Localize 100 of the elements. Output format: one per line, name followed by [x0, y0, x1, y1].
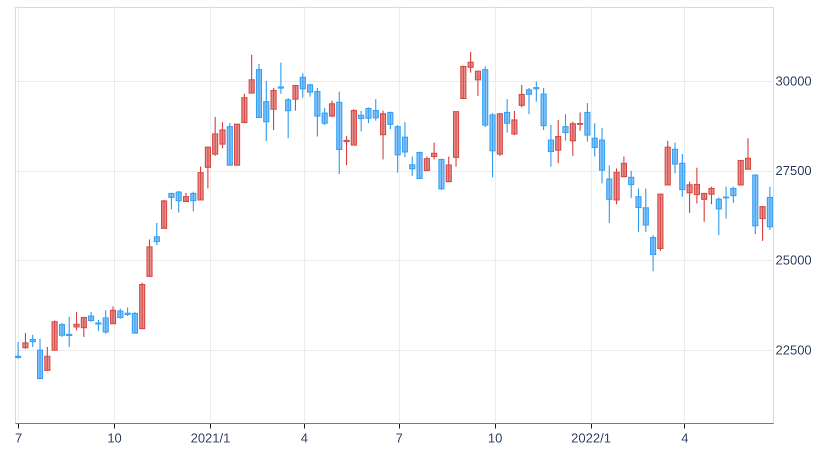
candlestick [431, 142, 438, 160]
candlestick [241, 93, 248, 124]
candlestick [306, 83, 314, 98]
candlestick [686, 181, 693, 214]
candlestick [365, 106, 372, 124]
candlestick [66, 316, 72, 348]
candlestick [474, 70, 482, 97]
candlestick [343, 136, 350, 166]
candlestick [598, 128, 606, 184]
candlestick [635, 188, 642, 233]
x-tick-label: 10 [107, 430, 122, 446]
candlestick [212, 116, 218, 156]
candlestick [270, 87, 277, 131]
candlestick [380, 110, 386, 160]
candlestick [300, 72, 306, 98]
candlestick [738, 160, 744, 186]
candlestick [708, 186, 715, 205]
candlestick [358, 110, 364, 132]
candlestick [518, 84, 525, 108]
candlestick [452, 110, 460, 168]
y-tick-label: 27500 [776, 163, 812, 178]
candlestick [489, 112, 496, 178]
candlestick [350, 108, 357, 146]
candlestick [694, 167, 700, 204]
candlestick [752, 174, 758, 235]
candlestick [176, 190, 182, 214]
candlestick [526, 87, 532, 115]
candlestick [533, 80, 540, 102]
y-tick-label: 22500 [776, 342, 812, 358]
candlestick [438, 158, 445, 190]
candlestick [460, 65, 466, 100]
candlestick [468, 52, 474, 74]
candlestick [285, 97, 292, 139]
candlestick [482, 66, 488, 128]
candlestick [15, 341, 22, 360]
candlestick [161, 199, 168, 229]
candlestick [701, 192, 708, 222]
candlestick [664, 140, 671, 186]
candlestick [322, 108, 328, 126]
candlestick [292, 84, 299, 112]
candlestick [730, 186, 736, 204]
candlestick [204, 146, 211, 190]
candlestick [168, 192, 174, 210]
y-tick-label: 25000 [776, 252, 812, 268]
candlestick [628, 170, 634, 198]
candlestick [759, 206, 766, 242]
candlestick [139, 282, 146, 330]
candlestick [496, 112, 503, 156]
candlestick [278, 62, 284, 94]
candlestick [336, 91, 342, 175]
x-tick-label: 10 [488, 430, 502, 446]
candlestick [102, 310, 109, 334]
candlestick [110, 306, 116, 325]
candlestick [584, 102, 591, 142]
x-tick-label: 4 [300, 430, 308, 446]
candlestick [562, 114, 569, 142]
candlestick [744, 138, 752, 170]
candlestick [402, 122, 408, 158]
candlestick [58, 322, 66, 338]
candlestick [570, 121, 576, 156]
candlestick [263, 80, 270, 142]
candlestick [540, 87, 547, 131]
candlestick [88, 311, 94, 322]
candlestick [372, 98, 379, 122]
candlestick [52, 320, 58, 352]
candlestick [328, 100, 336, 118]
candlestick [555, 119, 562, 164]
candlestick [394, 124, 401, 174]
candlestick [197, 166, 204, 201]
candlestick [577, 112, 584, 132]
x-tick-label: 7 [15, 430, 22, 446]
candlestick [424, 156, 430, 172]
candlestick [679, 153, 686, 198]
candlestick [766, 186, 773, 231]
candlestick [716, 196, 722, 236]
candlestick [95, 319, 102, 332]
candlestick [226, 122, 233, 166]
candlestick [672, 142, 678, 174]
candlestick [387, 111, 394, 130]
candlestick [73, 311, 80, 332]
candlestick [548, 124, 554, 168]
candlestick [117, 308, 124, 320]
candlestick [606, 164, 612, 224]
candlestick [416, 150, 423, 180]
candlestick [219, 122, 226, 149]
candlestick [642, 188, 649, 232]
candlestick [22, 332, 29, 350]
candlestick [80, 316, 87, 338]
candlestick [409, 156, 416, 177]
candlestick [446, 156, 452, 183]
candlestick [234, 123, 240, 166]
candlestick [248, 54, 255, 94]
y-tick-label: 30000 [776, 73, 812, 88]
candlestick [30, 334, 36, 348]
candlestick [650, 234, 656, 272]
candlestick [614, 168, 620, 205]
candlestick [132, 311, 138, 334]
x-tick-label: 4 [681, 430, 688, 446]
candlestick [36, 338, 44, 380]
candlestick [722, 186, 730, 220]
